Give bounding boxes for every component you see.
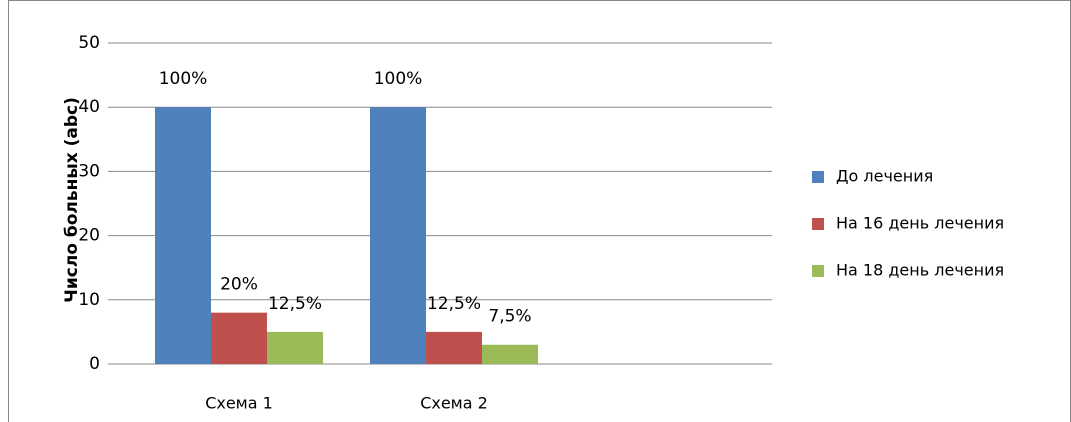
data-label: 20%	[220, 275, 258, 295]
data-label: 7,5%	[488, 307, 531, 327]
y-tick-label: 30	[78, 161, 100, 181]
y-tick-label: 10	[78, 290, 100, 310]
data-label: 12,5%	[427, 294, 481, 314]
y-tick-label: 0	[89, 354, 100, 374]
bar	[267, 331, 323, 364]
legend-swatch	[812, 171, 824, 183]
x-tick-label: Схема 1	[205, 394, 273, 413]
bar	[370, 107, 426, 364]
legend-swatch	[812, 265, 824, 277]
bar	[482, 344, 538, 364]
bar	[426, 331, 482, 364]
legend-label: На 16 день лечения	[836, 214, 1004, 233]
data-label: 100%	[159, 69, 208, 89]
data-label: 100%	[374, 69, 423, 89]
legend-label: До лечения	[836, 167, 933, 186]
y-tick-label: 50	[78, 33, 100, 53]
bar	[211, 312, 267, 364]
bar	[155, 107, 211, 364]
x-tick-label: Схема 2	[420, 394, 488, 413]
data-label: 12,5%	[268, 294, 322, 314]
legend-label: На 18 день лечения	[836, 261, 1004, 280]
y-tick-label: 20	[78, 226, 100, 246]
y-tick-label: 40	[78, 97, 100, 117]
legend-swatch	[812, 218, 824, 230]
y-axis-title: Число больных (abc)	[62, 97, 82, 303]
